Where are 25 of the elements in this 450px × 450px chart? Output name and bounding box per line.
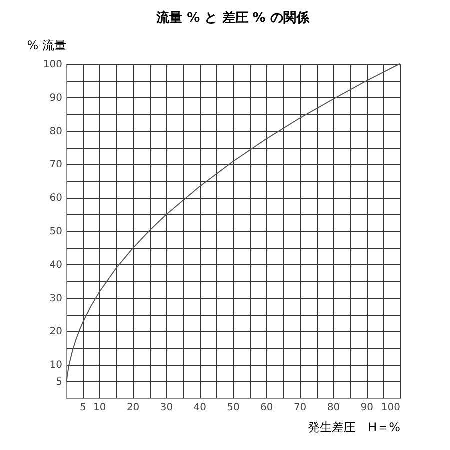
y-tick-label: 70 xyxy=(50,160,62,171)
y-tick-label: 40 xyxy=(50,260,62,271)
x-tick-label: 40 xyxy=(194,402,206,414)
y-tick-label: 90 xyxy=(50,92,62,104)
y-tick-label: 60 xyxy=(50,193,62,204)
x-tick-label: 20 xyxy=(126,402,140,414)
y-axis-title: % 流量 xyxy=(27,38,66,52)
x-tick-label: 5 xyxy=(80,402,86,414)
x-tick-label: 30 xyxy=(160,402,174,414)
x-tick-label: 50 xyxy=(227,402,240,414)
x-tick-label: 10 xyxy=(94,402,106,414)
x-tick-label: 100 xyxy=(381,402,400,414)
y-tick-label: 30 xyxy=(50,293,62,304)
y-tick-label: 10 xyxy=(50,360,62,372)
x-tick-label: 80 xyxy=(327,402,340,414)
y-tick-label: 20 xyxy=(50,326,62,338)
y-tick-label: 5 xyxy=(56,376,62,388)
x-tick-label: 90 xyxy=(360,402,374,414)
y-tick-label: 100 xyxy=(43,60,62,70)
y-tick-label: 50 xyxy=(50,226,62,238)
x-tick-label: 60 xyxy=(260,402,274,414)
y-tick-label: 80 xyxy=(50,126,62,138)
chart-title: 流量 % と 差圧 % の関係 xyxy=(156,10,310,26)
x-axis-title: 発生差圧 H＝% xyxy=(308,420,400,434)
x-tick-label: 70 xyxy=(294,402,307,414)
